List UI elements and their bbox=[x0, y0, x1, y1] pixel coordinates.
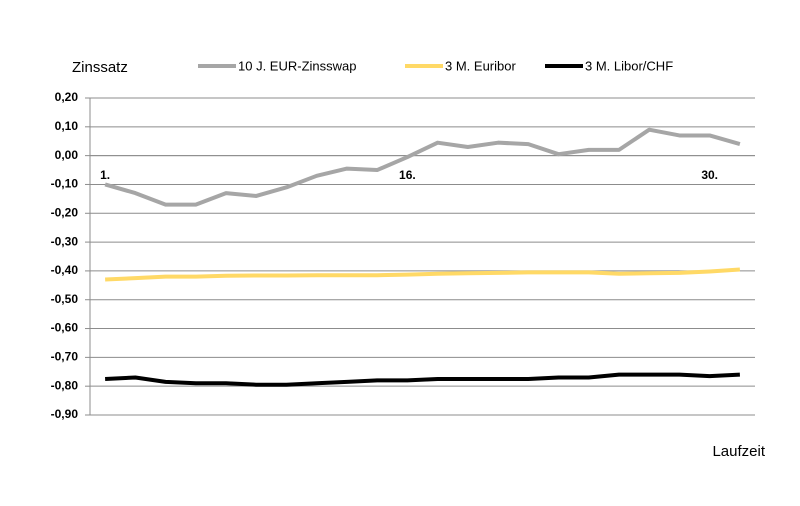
series-line bbox=[105, 372, 740, 387]
y-tick-label: -0,50 bbox=[51, 292, 79, 306]
series-line bbox=[104, 127, 741, 207]
y-tick-label: -0,20 bbox=[51, 205, 79, 219]
legend-label: 3 M. Euribor bbox=[445, 58, 516, 73]
y-tick-label: -0,30 bbox=[51, 234, 79, 248]
x-axis-label: Laufzeit bbox=[712, 443, 765, 460]
y-tick-label: 0,20 bbox=[55, 90, 79, 104]
y-tick-label: -0,40 bbox=[51, 263, 79, 277]
x-tick-label: 30. bbox=[701, 168, 718, 182]
y-tick-label: -0,70 bbox=[51, 350, 79, 364]
legend-label: 3 M. Libor/CHF bbox=[585, 58, 673, 73]
y-tick-label: -0,60 bbox=[51, 321, 79, 335]
y-tick-label: -0,90 bbox=[51, 407, 79, 421]
x-tick-label: 1. bbox=[100, 168, 110, 182]
legend-label: 10 J. EUR-Zinsswap bbox=[238, 58, 356, 73]
y-tick-label: 0,10 bbox=[55, 119, 79, 133]
y-tick-label: 0,00 bbox=[55, 148, 79, 162]
series-line bbox=[105, 267, 741, 282]
x-tick-label: 16. bbox=[399, 168, 416, 182]
y-axis-label: Zinssatz bbox=[72, 59, 128, 76]
y-tick-label: -0,80 bbox=[51, 378, 79, 392]
y-tick-label: -0,10 bbox=[51, 177, 79, 191]
